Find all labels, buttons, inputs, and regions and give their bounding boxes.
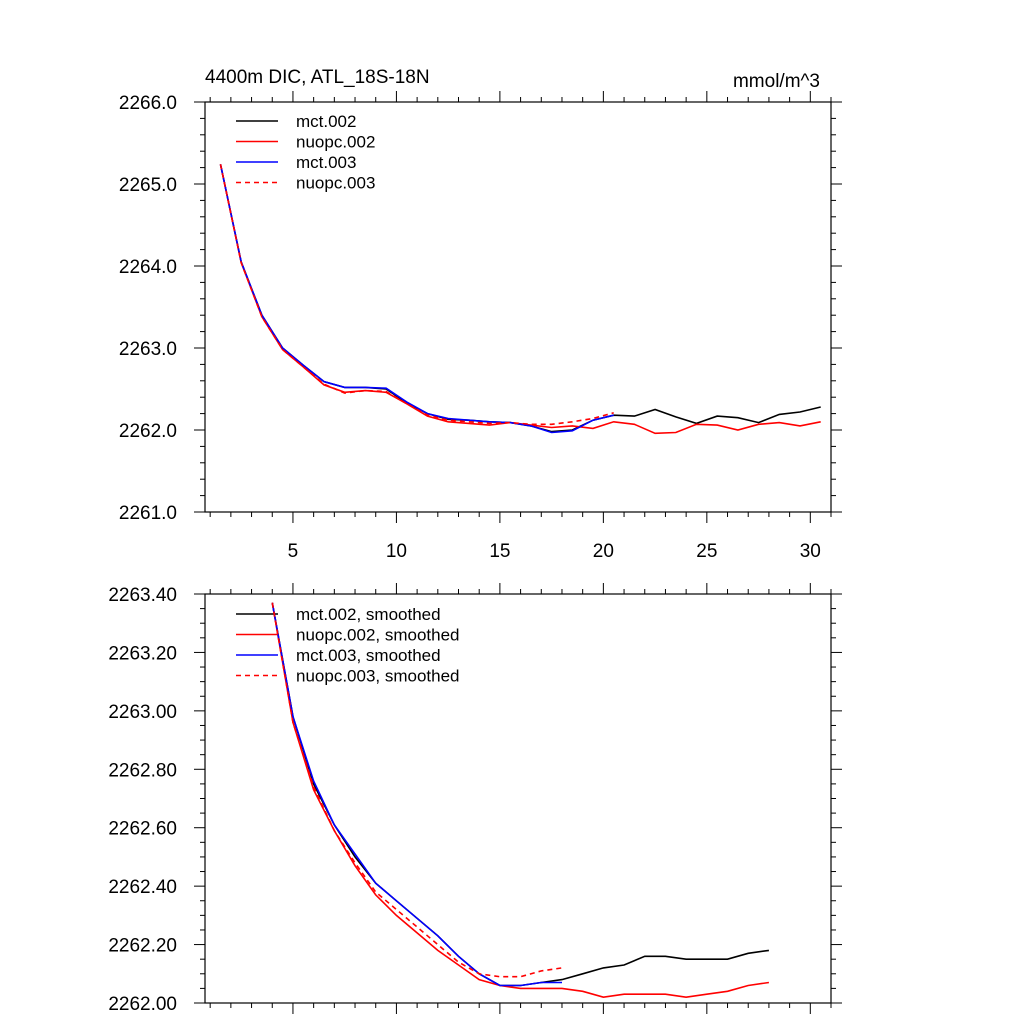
- y-tick-label: 2262.00: [108, 994, 177, 1015]
- dic-raw-panel: 4400m DIC, ATL_18S-18N mmol/m^3 5 10 15 20 2…: [119, 67, 842, 562]
- legend-label-nuopc-003-smoothed: nuopc.003, smoothed: [296, 667, 460, 686]
- x-tick-label: 15: [489, 541, 510, 562]
- chart-title: 4400m DIC, ATL_18S-18N: [205, 67, 430, 88]
- legend-label-mct-003: mct.003: [296, 153, 356, 172]
- legend-label-mct-002-smoothed: mct.002, smoothed: [296, 605, 441, 624]
- y-tick-label: 2266.0: [119, 93, 177, 114]
- dic-smoothed-panel: 2262.00 2262.20 2262.40 2262.60 2262.80 2263.…: [108, 583, 842, 1015]
- legend-label-nuopc-002-smoothed: nuopc.002, smoothed: [296, 626, 460, 645]
- legend-label-nuopc-002: nuopc.002: [296, 133, 375, 152]
- plot-frame: [204, 101, 832, 513]
- y-tick-label: 2262.20: [108, 936, 177, 957]
- x-tick-label: 30: [800, 541, 821, 562]
- series-line-nuopc-002: [219, 164, 821, 435]
- x-tick-label: 25: [696, 541, 717, 562]
- y-tick-label: 2262.60: [108, 819, 177, 840]
- series-line-nuopc-003: [219, 164, 614, 426]
- y-tick-label: 2263.0: [119, 339, 177, 360]
- y-tick-label: 2263.40: [108, 585, 177, 606]
- y-tick-label: 2262.40: [108, 877, 177, 898]
- series-line-nuopc-002-smoothed: [271, 602, 770, 999]
- y-tick-label: 2263.20: [108, 643, 177, 664]
- legend-label-nuopc-003: nuopc.003: [296, 174, 375, 193]
- legend-label-mct-003-smoothed: mct.003, smoothed: [296, 646, 441, 665]
- x-tick-label: 5: [288, 541, 299, 562]
- y-tick-label: 2261.0: [119, 503, 177, 524]
- x-tick-label: 10: [386, 541, 407, 562]
- series-line-mct-003-smoothed: [271, 602, 562, 987]
- series-line-nuopc-003-smoothed: [271, 602, 563, 978]
- series-line-mct-003: [219, 164, 614, 434]
- y-tick-label: 2263.00: [108, 702, 177, 723]
- y-tick-label: 2265.0: [119, 175, 177, 196]
- series-line-mct-002: [219, 164, 821, 433]
- x-tick-label: 20: [593, 541, 614, 562]
- y-tick-label: 2262.0: [119, 421, 177, 442]
- units-label: mmol/m^3: [733, 71, 820, 92]
- legend-label-mct-002: mct.002: [296, 112, 356, 131]
- y-tick-label: 2262.80: [108, 760, 177, 781]
- y-tick-label: 2264.0: [119, 257, 177, 278]
